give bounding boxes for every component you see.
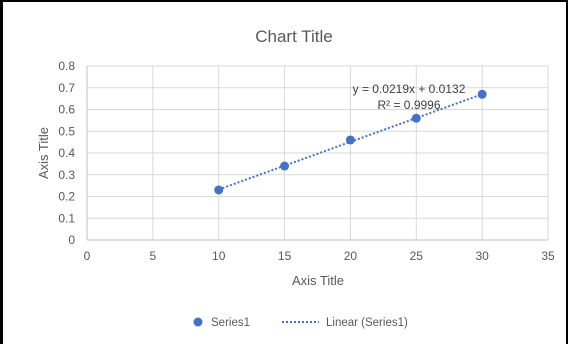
y-tick-label: 0.2	[58, 190, 75, 204]
y-tick-label: 0.7	[58, 81, 75, 95]
x-tick-label: 25	[410, 249, 424, 263]
y-tick-label: 0.4	[58, 146, 75, 160]
x-tick-label: 35	[541, 249, 555, 263]
y-tick-label: 0.8	[58, 59, 75, 73]
y-tick-label: 0.6	[58, 103, 75, 117]
x-axis-title: Axis Title	[292, 273, 344, 288]
legend: Series1 Linear (Series1)	[193, 317, 408, 329]
chart-title: Chart Title	[255, 27, 332, 46]
x-tick-labels: 0 5 10 15 20 25 30 35	[84, 249, 555, 263]
y-tick-label: 0.5	[58, 124, 75, 138]
x-tick-label: 30	[475, 249, 489, 263]
x-tick-label: 0	[84, 249, 91, 263]
data-point	[345, 135, 355, 145]
legend-marker-series1	[193, 317, 203, 327]
x-tick-label: 20	[344, 249, 358, 263]
x-tick-label: 5	[150, 249, 157, 263]
data-point	[214, 185, 224, 195]
legend-label-trendline: Linear (Series1)	[326, 317, 408, 329]
axes	[86, 66, 548, 241]
y-tick-label: 0	[68, 233, 75, 247]
trendline-r-squared: R² = 0.9996	[377, 98, 440, 112]
data-point	[280, 161, 290, 171]
legend-label-series1: Series1	[211, 317, 250, 329]
x-tick-label: 10	[212, 249, 226, 263]
data-point	[411, 113, 421, 123]
x-tick-label: 15	[278, 249, 292, 263]
chart-svg: Chart Title 0 5 10 15 20 25 30 35 0 0.1 0.2 0.3 0.4…	[36, 27, 555, 329]
data-point	[477, 89, 487, 99]
y-tick-label: 0.3	[58, 168, 75, 182]
trendline-equation: y = 0.0219x + 0.0132	[353, 82, 466, 96]
y-tick-label: 0.1	[58, 211, 75, 225]
y-axis-title: Axis Title	[36, 127, 51, 179]
data-points	[214, 89, 487, 195]
y-tick-labels: 0 0.1 0.2 0.3 0.4 0.5 0.6 0.7 0.8	[58, 59, 75, 247]
